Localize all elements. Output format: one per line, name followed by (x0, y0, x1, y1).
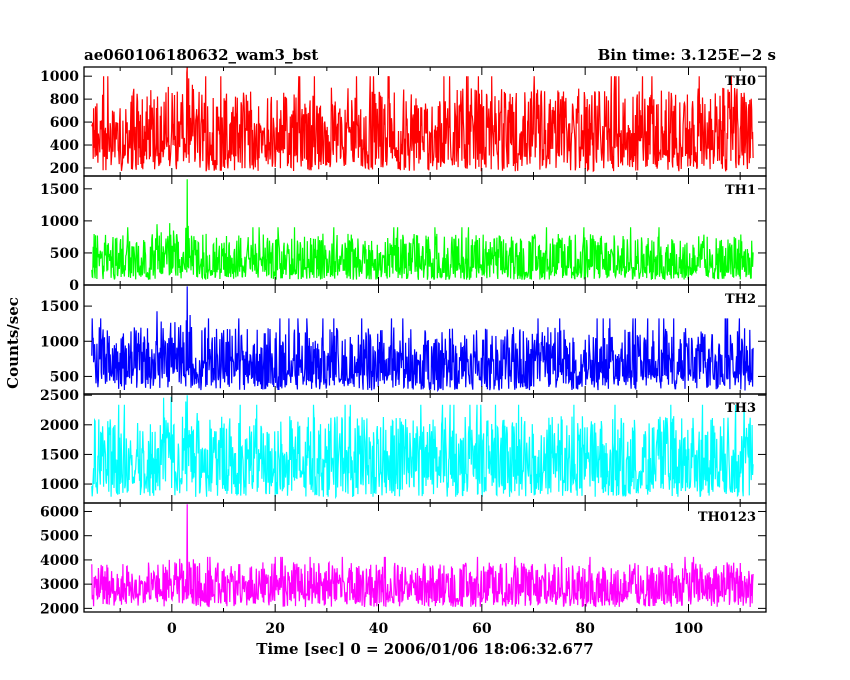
x-tick-label: 20 (265, 621, 285, 637)
y-tick-label: 500 (50, 246, 79, 262)
y-tick-label: 600 (50, 115, 79, 131)
panel-th0123: 2000 3000 4000 5000 6000 TH0123 (40, 502, 767, 617)
y-tick-label: 1500 (40, 447, 79, 463)
y-tick-label: 1000 (40, 477, 79, 493)
panel-th2: 500 1000 1500 TH2 (40, 284, 767, 395)
y-tick-label: 2500 (40, 388, 79, 404)
y-tick-label: 1000 (40, 69, 79, 85)
y-tick-label: 200 (50, 161, 79, 177)
light-curve-th0123 (91, 504, 754, 608)
x-tick-label: 40 (369, 621, 389, 637)
y-tick-label: 5000 (40, 529, 79, 545)
file-name-title: ae060106180632_wam3_bst (84, 46, 318, 64)
y-tick-label: 3000 (40, 577, 79, 593)
panel-th0: 200 400 600 800 1000 TH0 (40, 66, 767, 177)
panel-label: TH3 (725, 401, 756, 416)
panel-frame (83, 502, 767, 613)
y-tick-label: 0 (69, 278, 79, 294)
y-tick-label: 2000 (40, 418, 79, 434)
y-tick-label: 1500 (40, 182, 79, 198)
y-tick-label: 6000 (40, 504, 79, 520)
x-tick-label: 0 (167, 621, 177, 637)
x-tick-label: 80 (575, 621, 595, 637)
y-tick-label: 2000 (40, 601, 79, 617)
y-tick-label: 500 (50, 369, 79, 385)
panel-th3: 1000 1500 2000 2500 TH3 (40, 388, 767, 504)
panel-label: TH1 (725, 183, 756, 198)
panel-label: TH0 (725, 74, 756, 89)
light-curve-th0 (91, 66, 754, 173)
y-tick-label: 400 (50, 138, 79, 154)
y-tick-label: 1000 (40, 334, 79, 350)
x-axis-label: Time [sec] 0 = 2006/01/06 18:06:32.677 (256, 640, 593, 658)
light-curve-th2 (91, 286, 754, 393)
y-tick-label: 800 (50, 92, 79, 108)
x-tick-label: 60 (472, 621, 492, 637)
x-tick-label: 100 (674, 621, 703, 637)
y-axis-label: Counts/sec (4, 297, 22, 389)
y-tick-label: 4000 (40, 553, 79, 569)
panel-label: TH2 (725, 292, 756, 307)
bin-time-label: Bin time: 3.125E−2 s (598, 46, 776, 64)
y-tick-label: 1000 (40, 214, 79, 230)
light-curve-th3 (91, 395, 754, 500)
panel-th1: 0 500 1000 1500 TH1 (40, 175, 767, 294)
panel-label: TH0123 (698, 510, 756, 525)
y-tick-label: 1500 (40, 299, 79, 315)
light-curve-th1 (91, 179, 754, 281)
